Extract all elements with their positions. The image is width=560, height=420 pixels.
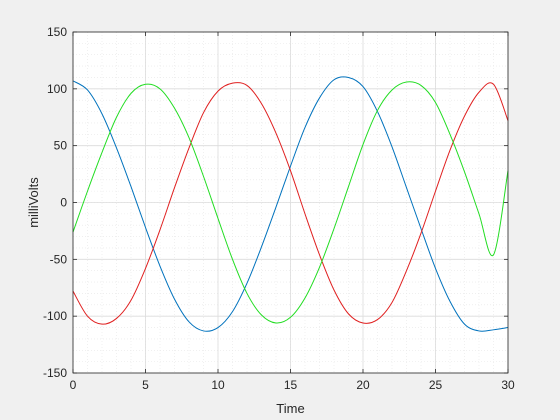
x-tick-label: 5 xyxy=(142,378,149,392)
y-tick-label: -50 xyxy=(50,252,68,266)
y-tick-label: 150 xyxy=(47,25,67,39)
y-tick-label: -100 xyxy=(43,309,67,323)
x-tick-label: 20 xyxy=(356,378,370,392)
y-tick-label: -150 xyxy=(43,366,67,380)
series-line-1 xyxy=(72,76,509,332)
series-line-2 xyxy=(72,82,509,325)
y-axis-label: milliVolts xyxy=(26,177,41,228)
y-tick-label: 100 xyxy=(47,82,67,96)
series-line-3 xyxy=(72,81,509,324)
x-tick-label: 25 xyxy=(429,378,443,392)
x-tick-label: 10 xyxy=(211,378,225,392)
x-tick-label: 15 xyxy=(284,378,298,392)
y-tick-label: 0 xyxy=(60,196,67,210)
x-axis-label: Time xyxy=(276,401,304,416)
x-tick-label: 30 xyxy=(501,378,515,392)
x-tick-label: 0 xyxy=(70,378,77,392)
y-tick-label: 50 xyxy=(54,139,68,153)
